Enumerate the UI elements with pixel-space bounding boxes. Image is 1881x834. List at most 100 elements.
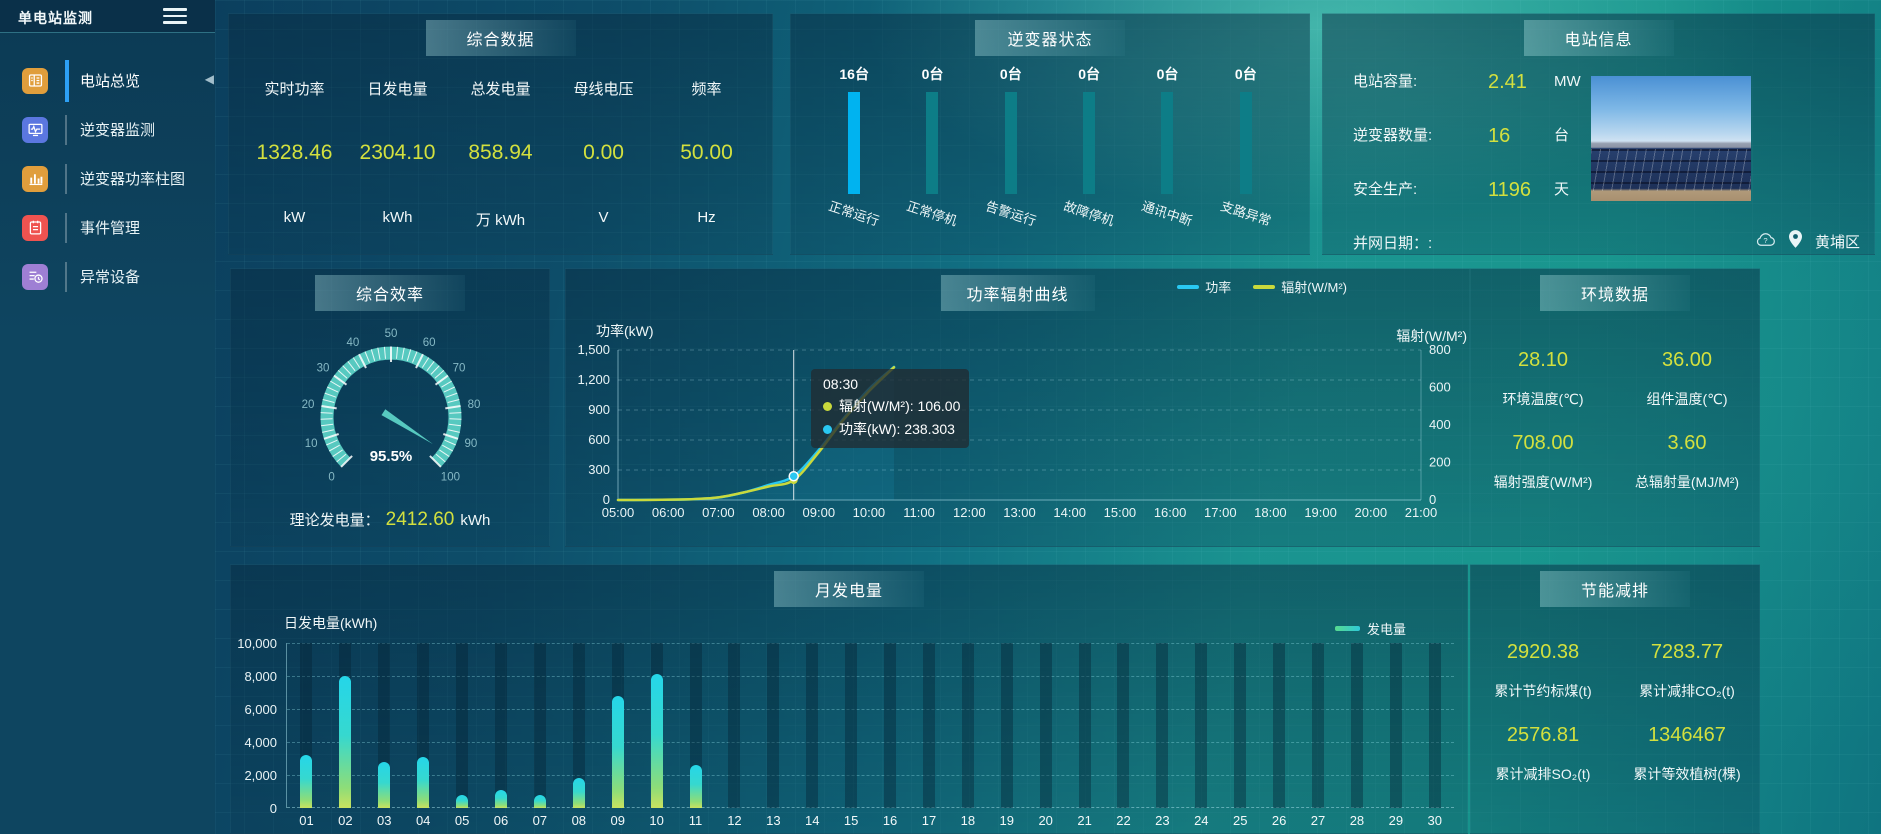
- bar-slot[interactable]: 29: [1376, 643, 1415, 828]
- inverter-power-bars-icon: [22, 165, 48, 192]
- bar-slot[interactable]: 05: [443, 643, 482, 828]
- bar-slot[interactable]: 30: [1415, 643, 1454, 828]
- stat-value: 28.10: [1517, 349, 1569, 371]
- hamburger-menu-icon[interactable]: [163, 8, 187, 25]
- x-tick-label: 01: [299, 813, 314, 828]
- bar-slot[interactable]: 18: [948, 643, 987, 828]
- bar-background-stripe: [961, 643, 974, 808]
- bar-slot[interactable]: 04: [404, 643, 443, 828]
- energy-saving-stats: 2920.38 累计节约标煤(t) 7283.77 累计减排CO₂(t) 2576.81…: [1471, 565, 1759, 807]
- inverter-count: 0台: [1078, 66, 1101, 82]
- power-radiation-chart[interactable]: 0 300 600 900 1,200 1,500 0 200 400 600 800 05:00 06…: [566, 341, 1471, 551]
- sidebar-item-overview[interactable]: 电站总览: [0, 56, 215, 105]
- station-label: 安全生产:: [1353, 181, 1418, 198]
- inverter-status-column: 0台 告警运行: [972, 64, 1050, 229]
- inverter-status-chart[interactable]: 16台 正常运行 0台 正常停机 0台 告警运行 0台 故障停机 0台 通讯中断 0台 支路异常: [791, 14, 1309, 229]
- bar-slot[interactable]: 16: [871, 643, 910, 828]
- bar-slot[interactable]: 14: [793, 643, 832, 828]
- station-unit: 天: [1554, 181, 1570, 198]
- bar-slot[interactable]: 26: [1260, 643, 1299, 828]
- bar-slot[interactable]: 03: [365, 643, 404, 828]
- energy-saving-stat: 2920.38 累计节约标煤(t): [1471, 641, 1615, 701]
- inverter-count: 0台: [921, 66, 944, 82]
- bar-slot[interactable]: 13: [754, 643, 793, 828]
- bar-background-stripe: [767, 643, 780, 808]
- panel-efficiency: 综合效率 0 10 20 30 40 50 60 70 80 90 100 95.5% 理论发电量： 2…: [230, 268, 550, 547]
- sidebar: 单电站监测 电站总览 逆变器监测 逆变器功率柱图 事件管理 异常设备 ◀: [0, 0, 215, 834]
- svg-text:14:00: 14:00: [1053, 505, 1086, 520]
- inverter-bar: [848, 92, 861, 194]
- svg-text:200: 200: [1429, 455, 1451, 470]
- bar-slot[interactable]: 28: [1337, 643, 1376, 828]
- bar-slot[interactable]: 07: [520, 643, 559, 828]
- bar-slot[interactable]: 20: [1026, 643, 1065, 828]
- bar-slot[interactable]: 23: [1143, 643, 1182, 828]
- bar-background-stripe: [1428, 643, 1441, 808]
- stat-label: 组件温度(℃): [1646, 391, 1728, 407]
- monthly-generation-chart[interactable]: 01 02 03 04 05 06 07 08 09 10 11 12 13 14 15 16 17 18 19 20…: [286, 643, 1454, 828]
- inverter-label: 正常运行: [826, 198, 881, 229]
- sidebar-header: 单电站监测: [0, 0, 215, 33]
- stat-value: 2304.10: [359, 141, 436, 164]
- bar-slot[interactable]: 12: [715, 643, 754, 828]
- bar-chart-bars: 01 02 03 04 05 06 07 08 09 10 11 12 13 14 15 16 17 18 19 20…: [287, 643, 1454, 828]
- stat-label: 母线电压: [573, 81, 634, 98]
- bar-slot[interactable]: 10: [637, 643, 676, 828]
- bar-slot[interactable]: 02: [326, 643, 365, 828]
- gridline: [287, 676, 1454, 677]
- legend-item[interactable]: 功率: [1177, 277, 1231, 296]
- item-divider: [65, 212, 67, 243]
- svg-text:90: 90: [465, 438, 478, 450]
- bar-slot[interactable]: 01: [287, 643, 326, 828]
- bar-slot[interactable]: 21: [1065, 643, 1104, 828]
- weather-cloud-icon: ?: [1755, 232, 1776, 251]
- event-management-icon: [22, 214, 48, 241]
- bar-slot[interactable]: 25: [1221, 643, 1260, 828]
- bar-slot[interactable]: 17: [910, 643, 949, 828]
- legend-item[interactable]: 辐射(W/M²): [1253, 277, 1347, 296]
- bar-background-stripe: [572, 643, 585, 808]
- item-divider: [65, 114, 67, 145]
- generation-bar: [611, 695, 624, 808]
- bar-slot[interactable]: 09: [598, 643, 637, 828]
- efficiency-gauge-chart[interactable]: 0 10 20 30 40 50 60 70 80 90 100 95.5%: [231, 269, 551, 504]
- sidebar-item-inverter-monitor[interactable]: 逆变器监测: [0, 105, 215, 154]
- svg-text:400: 400: [1429, 417, 1451, 432]
- svg-text:10:00: 10:00: [853, 505, 886, 520]
- sidebar-item-abnormal[interactable]: 异常设备: [0, 252, 215, 301]
- sidebar-item-inverter-power[interactable]: 逆变器功率柱图: [0, 154, 215, 203]
- bar-slot[interactable]: 15: [832, 643, 871, 828]
- stat-value: 36.00: [1661, 349, 1713, 371]
- sidebar-collapse-icon[interactable]: ◀: [204, 72, 214, 86]
- bar-slot[interactable]: 11: [676, 643, 715, 828]
- svg-text:11:00: 11:00: [903, 505, 935, 520]
- gridline: [287, 742, 1454, 743]
- svg-text:800: 800: [1429, 342, 1451, 357]
- svg-text:13:00: 13:00: [1003, 505, 1036, 520]
- stat-label: 累计节约标煤(t): [1494, 683, 1592, 699]
- bar-slot[interactable]: 22: [1104, 643, 1143, 828]
- item-divider: [65, 163, 67, 194]
- environment-stat: 28.10 环境温度(℃): [1471, 349, 1615, 409]
- bar-background-stripe: [1156, 643, 1169, 808]
- bar-background-stripe: [806, 643, 819, 808]
- svg-text:80: 80: [468, 399, 481, 411]
- bar-slot[interactable]: 08: [559, 643, 598, 828]
- summary-stats: 实时功率 1328.46 kW 日发电量 2304.10 kWh 总发电量 858.94 万 k…: [229, 14, 772, 230]
- chart-tooltip: 08:30 辐射(W/M²): 106.00 功率(kW): 238.303: [811, 369, 969, 448]
- bar-background-stripe: [456, 643, 469, 808]
- sidebar-item-events[interactable]: 事件管理: [0, 203, 215, 252]
- svg-text:15:00: 15:00: [1104, 505, 1137, 520]
- bar-slot[interactable]: 24: [1182, 643, 1221, 828]
- station-unit: 台: [1554, 127, 1570, 144]
- right-axis-title: 辐射(W/M²): [1396, 328, 1467, 344]
- station-value: 16: [1488, 125, 1511, 147]
- stat-label: 辐射强度(W/M²): [1493, 474, 1593, 490]
- bar-chart-legend[interactable]: 发电量: [1334, 619, 1406, 638]
- tooltip-text: 功率(kW): 238.303: [839, 421, 955, 437]
- station-info-row: 并网日期：:: [1353, 234, 1874, 254]
- bar-slot[interactable]: 06: [482, 643, 521, 828]
- bar-slot[interactable]: 19: [987, 643, 1026, 828]
- bar-slot[interactable]: 27: [1299, 643, 1338, 828]
- stat-value: 858.94: [468, 141, 533, 164]
